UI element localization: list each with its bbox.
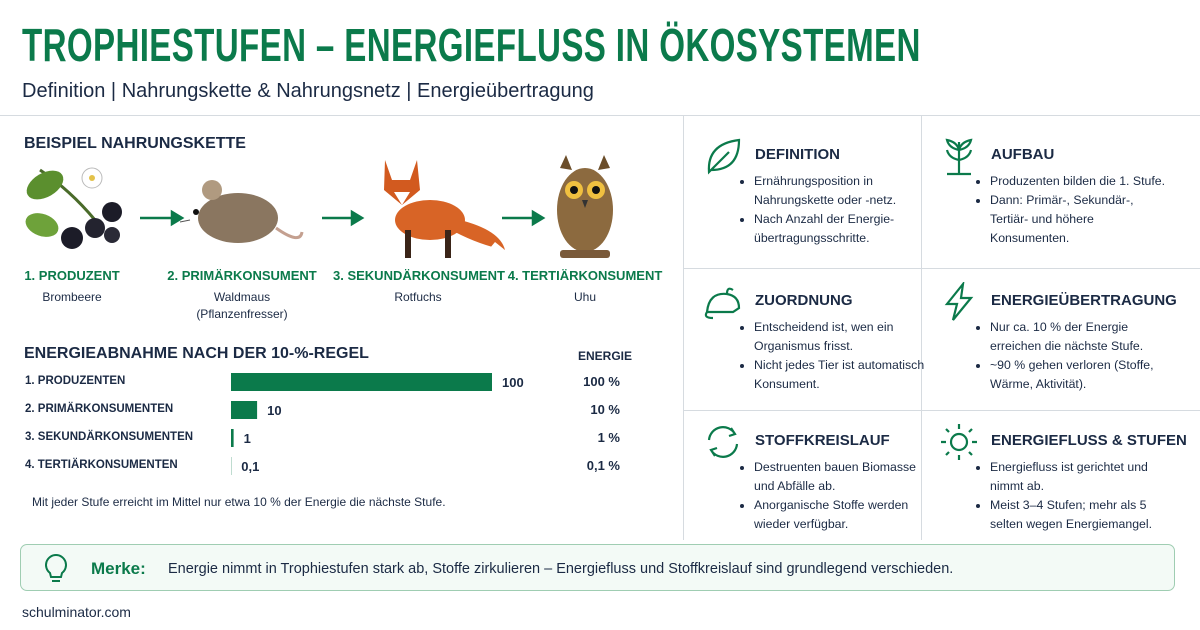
- blackberry-icon: [25, 167, 122, 249]
- row-percent: 0,1 %: [586, 458, 620, 473]
- leaf-icon: [707, 138, 741, 175]
- column-header: ENERGIE: [578, 349, 633, 363]
- card-bullet: Entscheidend ist, wen ein Organismus fri…: [754, 318, 934, 356]
- card-bullet: Nicht jedes Tier ist automatisch Konsume…: [754, 356, 934, 394]
- bar: [231, 373, 492, 391]
- energy-note: Mit jeder Stufe erreicht im Mittel nur e…: [32, 495, 446, 509]
- step-level: 1. PRODUZENT: [24, 268, 120, 283]
- step-name: Waldmaus: [213, 290, 271, 304]
- section-title: BEISPIEL NAHRUNGSKETTE: [24, 135, 246, 152]
- bar-value-label: 100: [502, 375, 524, 390]
- card-bullet: Meist 3–4 Stufen; mehr als 5 selten wege…: [990, 496, 1170, 534]
- step-level: 4. TERTIÄRKONSUMENT: [507, 268, 663, 283]
- card-bullet: Produzenten bilden die 1. Stufe.: [990, 172, 1170, 191]
- chain-step: 4. TERTIÄRKONSUMENT Uhu: [500, 268, 670, 306]
- subtitle: Definition | Nahrungskette & Nahrungsnet…: [22, 80, 594, 102]
- food-chain-illustration: [25, 155, 613, 258]
- card-bullet: Anorganische Stoffe werden wieder verfüg…: [754, 496, 934, 534]
- chain-step: 1. PRODUZENT Brombeere: [0, 268, 157, 306]
- card-title: STOFFKREISLAUF: [755, 432, 890, 449]
- owl-icon: [557, 155, 613, 258]
- row-label: 2. PRIMÄRKONSUMENTEN: [25, 403, 174, 415]
- step-name: Brombeere: [42, 290, 102, 304]
- page-title: TROPHIESTUFEN – ENERGIEFLUSS IN ÖKOSYSTE…: [22, 19, 921, 71]
- footer: schulminator.com: [22, 604, 131, 620]
- step-name: Rotfuchs: [394, 290, 442, 304]
- chain-step: 3. SEKUNDÄRKONSUMENT Rotfuchs: [333, 268, 505, 306]
- row-label: 1. PRODUZENTEN: [25, 375, 126, 387]
- row-percent: 1 %: [597, 430, 620, 445]
- tip-text: Energie nimmt in Trophiestufen stark ab,…: [168, 561, 954, 577]
- plant-icon: [945, 138, 973, 176]
- step-level: 3. SEKUNDÄRKONSUMENT: [333, 268, 505, 283]
- row-label: 3. SEKUNDÄRKONSUMENTEN: [25, 431, 194, 443]
- divider: [683, 115, 684, 540]
- row-label: 4. TERTIÄRKONSUMENTEN: [25, 459, 178, 471]
- fox-icon: [384, 160, 505, 258]
- bulb-icon: [45, 553, 67, 582]
- card-title: AUFBAU: [991, 146, 1055, 163]
- bar-value-label: 1: [244, 431, 251, 446]
- bar: [231, 429, 234, 447]
- card-bullet: Dann: Primär-, Sekundär-, Tertiär- und h…: [990, 191, 1170, 248]
- section-title: ENERGIEABNAHME NACH DER 10-%-REGEL: [24, 345, 369, 362]
- card-bullet: Nach Anzahl der Energie-übertragungsschr…: [754, 210, 934, 248]
- card-title: ZUORDNUNG: [755, 292, 853, 309]
- cycle-icon: [707, 426, 739, 458]
- bar-value-label: 10: [267, 403, 281, 418]
- card-bullet: ~90 % gehen verloren (Stoffe, Wärme, Akt…: [990, 356, 1170, 394]
- card-title: DEFINITION: [755, 146, 840, 163]
- step-level: 2. PRIMÄRKONSUMENT: [167, 268, 317, 283]
- card-title: ENERGIEFLUSS & STUFEN: [991, 432, 1187, 449]
- divider: [921, 115, 922, 540]
- card-bullet: Nur ca. 10 % der Energie erreichen die n…: [990, 318, 1170, 356]
- bar: [231, 401, 258, 419]
- row-percent: 100 %: [583, 374, 620, 389]
- lightning-icon: [944, 282, 974, 321]
- tip-label: Merke:: [91, 559, 146, 578]
- divider: [0, 115, 1200, 116]
- mouse-icon: [704, 287, 741, 320]
- card-bullet: Energiefluss ist gerichtet und nimmt ab.: [990, 458, 1170, 496]
- bar-value-label: 0,1: [241, 459, 259, 474]
- card-bullet: Destruenten bauen Biomasse und Abfälle a…: [754, 458, 934, 496]
- step-name: Uhu: [573, 290, 596, 304]
- step-note: (Pflanzenfresser): [196, 307, 288, 321]
- divider: [683, 268, 1200, 269]
- chain-step: 2. PRIMÄRKONSUMENT Waldmaus (Pflanzenfre…: [157, 268, 327, 323]
- row-percent: 10 %: [590, 402, 620, 417]
- energy-bars: 100 10 1 0,1: [231, 373, 524, 475]
- card-title: ENERGIEÜBERTRAGUNG: [991, 292, 1177, 309]
- tip-box: Merke: Energie nimmt in Trophiestufen st…: [20, 544, 1175, 591]
- arrow: [140, 209, 546, 227]
- mouse-icon: [179, 180, 304, 243]
- sun-icon: [941, 424, 977, 460]
- card-bullet: Ernährungsposition in Nahrungskette oder…: [754, 172, 934, 210]
- divider: [683, 410, 1200, 411]
